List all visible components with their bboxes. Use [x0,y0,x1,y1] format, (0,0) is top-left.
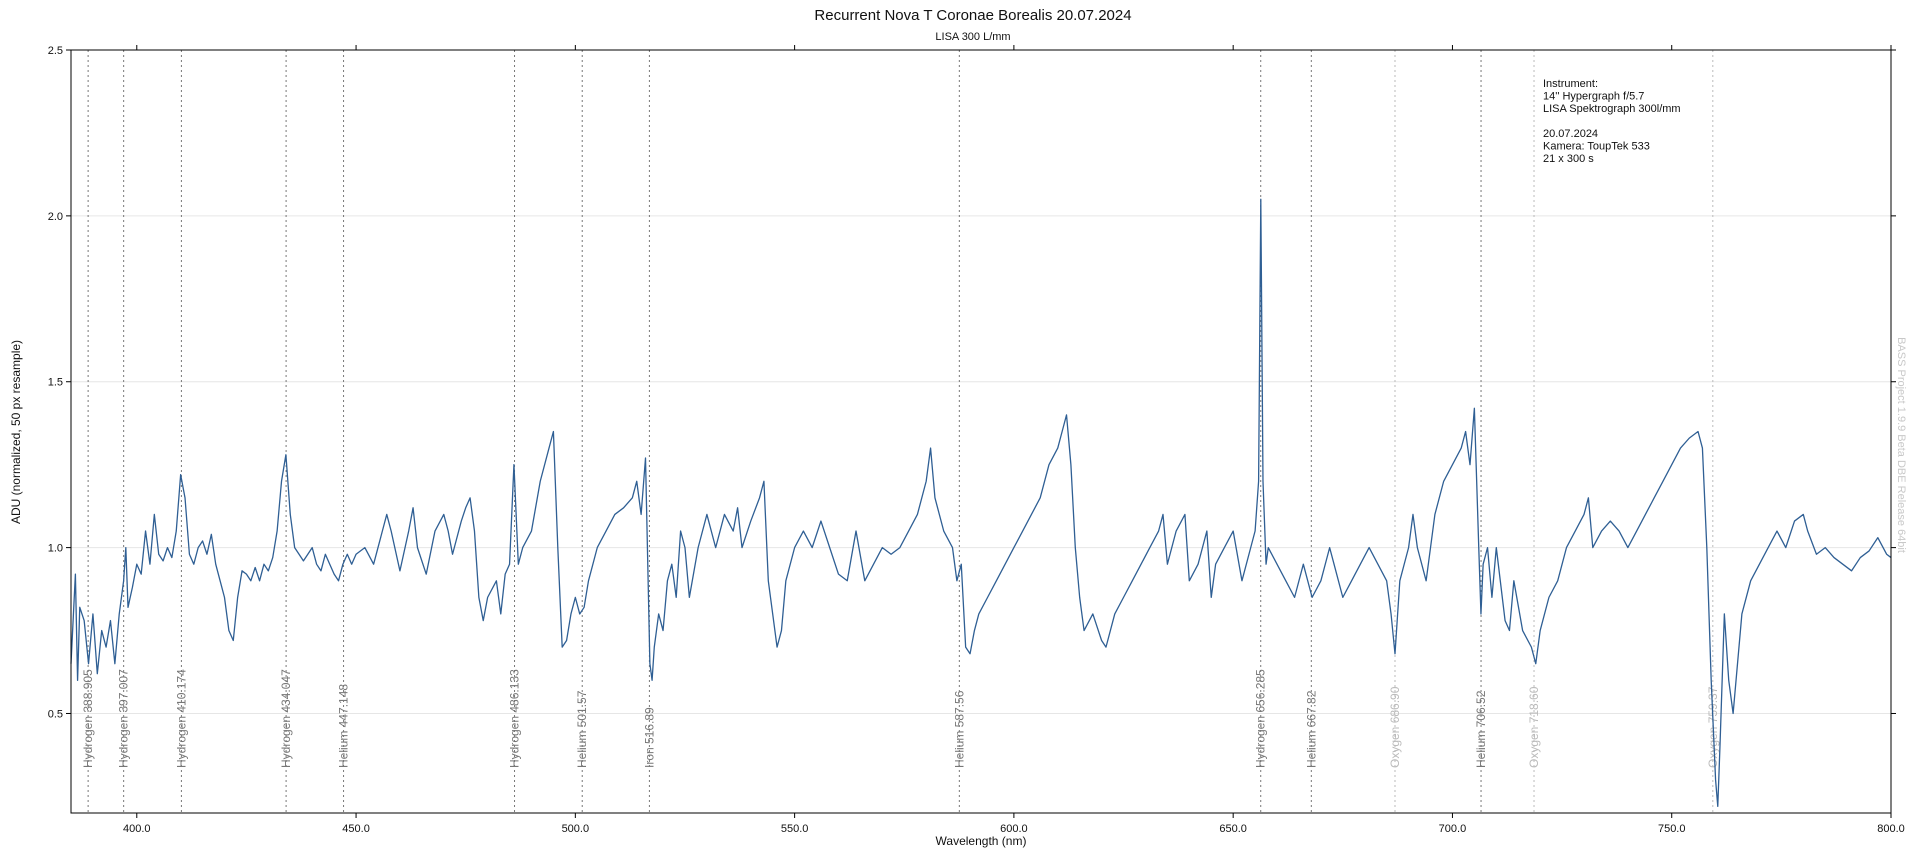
spectrum-line [70,198,1892,808]
spectral-line-label: Oxygen 686.90 [1388,686,1402,768]
annotation: Instrument: [1543,78,1598,90]
y-tick-label: 1.5 [48,377,63,389]
plot-frame [70,49,1892,814]
spectral-line-label: Hydrogen 486.133 [508,669,522,768]
spectral-line-label: Hydrogen 397.007 [117,669,131,768]
annotation: Kamera: ToupTek 533 [1543,141,1650,153]
spectral-line-label: Hydrogen 434.047 [279,669,293,768]
chart-title: Recurrent Nova T Coronae Borealis 20.07.… [814,7,1131,24]
annotation: 20.07.2024 [1543,128,1598,140]
y-tick-label: 0.5 [48,708,63,720]
watermark: BASS Project 1.9.9 Beta DBE Release 64bi… [1895,337,1907,553]
spectral-line-label: Hydrogen 388.905 [81,669,95,768]
x-tick-label: 750.0 [1658,823,1686,835]
spectral-line-label: Iron 516.89 [642,707,656,768]
spectral-line-label: Helium 587.56 [952,690,966,768]
x-tick-label: 800.0 [1877,823,1905,835]
annotation: 21 x 300 s [1543,153,1594,165]
x-tick-label: 550.0 [781,823,809,835]
spectral-line-label: Helium 667.82 [1304,690,1318,768]
x-tick-label: 650.0 [1219,823,1247,835]
annotation: 14'' Hypergraph f/5.7 [1543,91,1644,103]
y-axis-label: ADU (normalized, 50 px resample) [9,340,23,524]
spectral-line-label: Helium 447.148 [337,684,351,768]
y-tick-label: 2.0 [48,211,63,223]
annotation: LISA Spektrograph 300l/mm [1543,103,1681,115]
x-tick-label: 500.0 [562,823,590,835]
x-tick-label: 600.0 [1000,823,1028,835]
y-tick-label: 1.0 [48,543,63,555]
spectral-line-label: Helium 501.57 [575,690,589,768]
x-tick-label: 400.0 [123,823,151,835]
y-tick-label: 2.5 [48,45,63,57]
x-tick-label: 450.0 [342,823,370,835]
spectral-line-label: Helium 706.52 [1474,690,1488,768]
spectral-line-label: Oxygen 718.60 [1527,686,1541,768]
chart-subtitle: LISA 300 L/mm [935,31,1010,43]
spectral-line-label: Hydrogen 656.285 [1254,669,1268,768]
x-axis-label: Wavelength (nm) [936,834,1027,848]
spectral-line-label: Hydrogen 410.174 [174,669,188,768]
x-tick-label: 700.0 [1439,823,1467,835]
